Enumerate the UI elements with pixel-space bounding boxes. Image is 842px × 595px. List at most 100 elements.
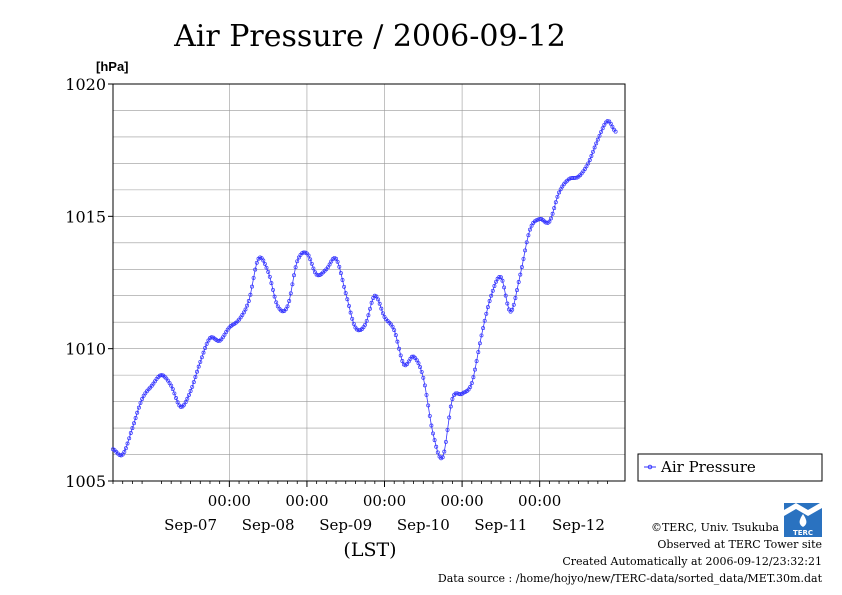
data-point [410, 354, 414, 359]
data-point [190, 384, 195, 389]
data-point [246, 299, 251, 303]
data-point [440, 455, 445, 460]
data-point [343, 291, 348, 296]
data-point [400, 359, 405, 363]
data-point [348, 310, 353, 315]
data-point [243, 307, 248, 312]
data-point [595, 137, 600, 142]
data-point [516, 280, 521, 284]
data-point [309, 261, 314, 266]
data-point [130, 426, 135, 431]
data-point [605, 119, 610, 124]
data-point [429, 423, 434, 428]
data-point [405, 362, 410, 366]
data-point [494, 279, 498, 284]
data-point [188, 389, 193, 393]
y-tick-label: 1020 [65, 75, 106, 94]
data-point [427, 413, 432, 418]
x-time-label: 00:00 [208, 492, 251, 510]
x-time-label: 00:00 [285, 492, 328, 510]
data-point [515, 288, 519, 293]
x-axis-ticks: 00:00 00:00 00:00 00:00 00:00 Sep-07 Sep-08 Sep… [112, 481, 608, 534]
chart-title: Air Pressure / 2006-09-12 [173, 19, 566, 54]
data-point [269, 281, 274, 286]
data-point [558, 187, 563, 192]
data-point [293, 265, 298, 270]
data-point [592, 145, 597, 150]
x-date-label: Sep-07 [164, 516, 217, 534]
data-point [510, 307, 515, 312]
data-point [450, 397, 455, 401]
data-point [191, 380, 196, 385]
data-point [443, 439, 448, 444]
y-tick-label: 1005 [65, 472, 106, 491]
data-point [376, 297, 381, 302]
data-point [266, 269, 271, 274]
data-point [591, 149, 595, 154]
data-point [434, 444, 439, 449]
data-point [474, 359, 479, 364]
data-point [599, 129, 604, 134]
data-point [519, 265, 524, 270]
data-point [393, 333, 398, 338]
data-point [253, 267, 258, 272]
data-point [271, 287, 275, 292]
data-point [338, 271, 343, 276]
plot-frame [112, 83, 626, 482]
x-date-label: Sep-10 [397, 516, 450, 534]
data-point [426, 403, 431, 408]
data-point [513, 296, 518, 300]
y-tick-label: 1010 [65, 340, 106, 359]
data-point [487, 299, 492, 303]
data-point [476, 350, 481, 355]
data-point [351, 321, 356, 326]
data-point [125, 441, 130, 446]
legend-marker [647, 464, 653, 470]
data-point [395, 339, 400, 344]
data-point [280, 309, 285, 314]
data-point [481, 326, 486, 331]
data-point [584, 164, 589, 169]
data-point [174, 396, 178, 400]
data-point [127, 436, 132, 441]
data-point [380, 311, 385, 316]
data-point [553, 200, 558, 205]
data-point [264, 265, 269, 270]
source-text: Data source : /home/hojyo/new/TERC-data/… [438, 572, 823, 585]
data-point [610, 124, 615, 129]
data-point [251, 275, 256, 280]
data-point [505, 301, 510, 306]
data-point [196, 364, 201, 369]
data-point [193, 375, 198, 379]
data-point [204, 341, 209, 346]
data-point [419, 369, 424, 374]
data-point [511, 302, 516, 307]
data-point [549, 216, 553, 221]
data-point [521, 256, 526, 261]
data-point [447, 415, 452, 420]
data-point [368, 306, 372, 311]
legend-box [637, 453, 823, 482]
data-point [295, 259, 300, 264]
data-point [262, 261, 267, 266]
data-point [292, 273, 296, 278]
data-point [199, 355, 204, 360]
data-point [468, 385, 473, 389]
data-point [473, 367, 477, 372]
data-point [547, 219, 552, 224]
data-point [172, 391, 177, 396]
data-point [187, 392, 191, 397]
x-time-label: 00:00 [518, 492, 561, 510]
data-point [241, 310, 246, 315]
data-point [424, 392, 429, 397]
data-point [552, 206, 557, 211]
created-text: Created Automatically at 2006-09-12/23:3… [562, 555, 822, 568]
data-point [267, 274, 272, 279]
data-point [422, 383, 427, 388]
data-point [316, 273, 321, 278]
data-point [492, 284, 497, 288]
data-point [325, 265, 330, 270]
grid-lines [113, 84, 625, 481]
data-point [122, 450, 127, 454]
